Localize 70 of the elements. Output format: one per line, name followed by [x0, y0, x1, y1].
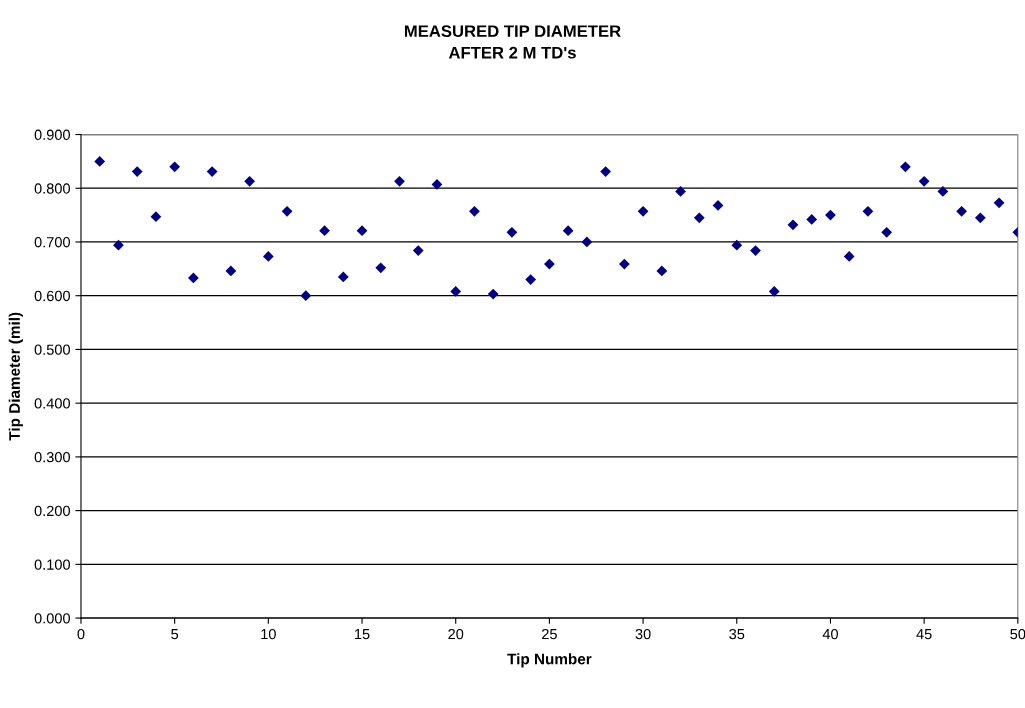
point [356, 225, 368, 237]
point [956, 205, 967, 217]
point [825, 209, 836, 221]
point [787, 219, 799, 231]
x-axis-title: Tip Number [507, 653, 592, 668]
point [618, 258, 630, 270]
point [600, 166, 611, 177]
y-tick-label: 0.800 [34, 183, 70, 194]
y-tick-label: 0.200 [34, 505, 70, 517]
x-tick-label: 0 [77, 628, 85, 640]
point [319, 225, 330, 237]
point [131, 166, 143, 177]
x-tick-label: 50 [1010, 628, 1025, 640]
x-tick-label: 5 [171, 629, 179, 640]
point [469, 205, 480, 217]
x-tick-label: 20 [448, 628, 464, 640]
y-tick-label: 0.700 [34, 237, 70, 248]
point [394, 175, 405, 187]
point [581, 236, 593, 248]
point [881, 226, 893, 238]
point [843, 251, 855, 262]
point [487, 288, 499, 300]
point [262, 251, 274, 262]
x-tick-label: 15 [355, 629, 370, 640]
chart-title: MEASURED TIP DIAMETER AFTER 2 M TD's [404, 25, 621, 59]
point [506, 226, 518, 238]
point [169, 161, 181, 173]
point [337, 271, 349, 283]
point [637, 205, 649, 217]
point [918, 175, 930, 187]
y-tick-label: 0.000 [34, 613, 70, 624]
point [450, 286, 462, 297]
point [206, 166, 218, 177]
point [525, 274, 537, 285]
point [188, 272, 199, 284]
point [412, 245, 424, 256]
y-axis-title: Tip Diameter (mil) [8, 312, 23, 441]
y-tick-label: 0.600 [34, 290, 70, 302]
x-tick-label: 40 [822, 628, 838, 640]
point [675, 186, 686, 197]
point [300, 290, 312, 302]
point [562, 225, 574, 237]
point [731, 239, 743, 251]
point [768, 286, 780, 297]
point [225, 265, 237, 277]
x-tick-label: 25 [542, 628, 557, 640]
x-tick-label: 10 [261, 628, 276, 640]
point [656, 265, 668, 277]
y-tick-label: 0.100 [34, 559, 70, 570]
point [974, 212, 986, 224]
point [244, 175, 255, 187]
point [375, 262, 387, 274]
y-tick-label: 0.900 [34, 129, 70, 140]
point [150, 211, 162, 223]
x-tick-label: 30 [635, 628, 651, 640]
point [862, 205, 874, 217]
point [113, 239, 124, 251]
y-tick-label: 0.300 [34, 452, 70, 463]
y-tick-label: 0.400 [34, 398, 70, 409]
point [937, 186, 949, 197]
point [750, 245, 761, 256]
x-tick-label: 35 [729, 628, 745, 640]
point [94, 156, 106, 167]
x-tick-label: 45 [916, 629, 932, 640]
y-tick-label: 0.500 [34, 344, 70, 355]
point [281, 205, 293, 217]
point [806, 214, 818, 225]
point [900, 161, 911, 173]
point [993, 197, 1005, 209]
point [693, 212, 705, 224]
